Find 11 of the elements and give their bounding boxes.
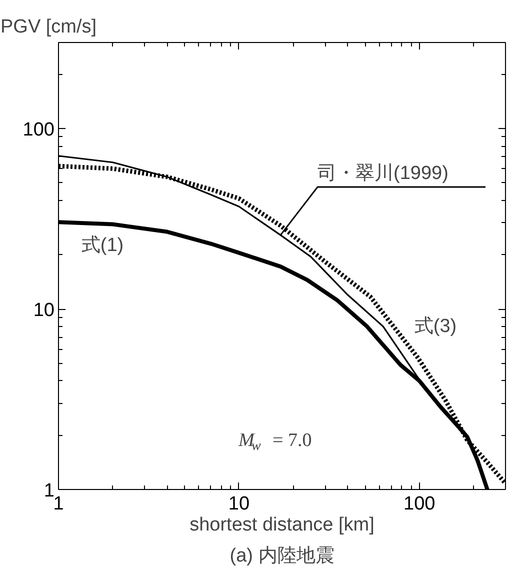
y-axis-title: PGV [cm/s]	[0, 16, 97, 38]
x-tick-label: 10	[228, 494, 250, 514]
x-axis-title: shortest distance [km]	[190, 514, 374, 536]
text: (a) 内陸地震	[230, 546, 334, 566]
y-tick-label: 1	[44, 480, 55, 502]
annotation: 式(3)	[414, 316, 457, 337]
y-tick-label: 10	[33, 300, 55, 322]
y-tick-label: 100	[22, 120, 54, 141]
annotation: 司・翠川(1999)	[318, 163, 448, 184]
annotation: 式(1)	[81, 235, 124, 256]
x-tick-label: 100	[404, 494, 436, 514]
